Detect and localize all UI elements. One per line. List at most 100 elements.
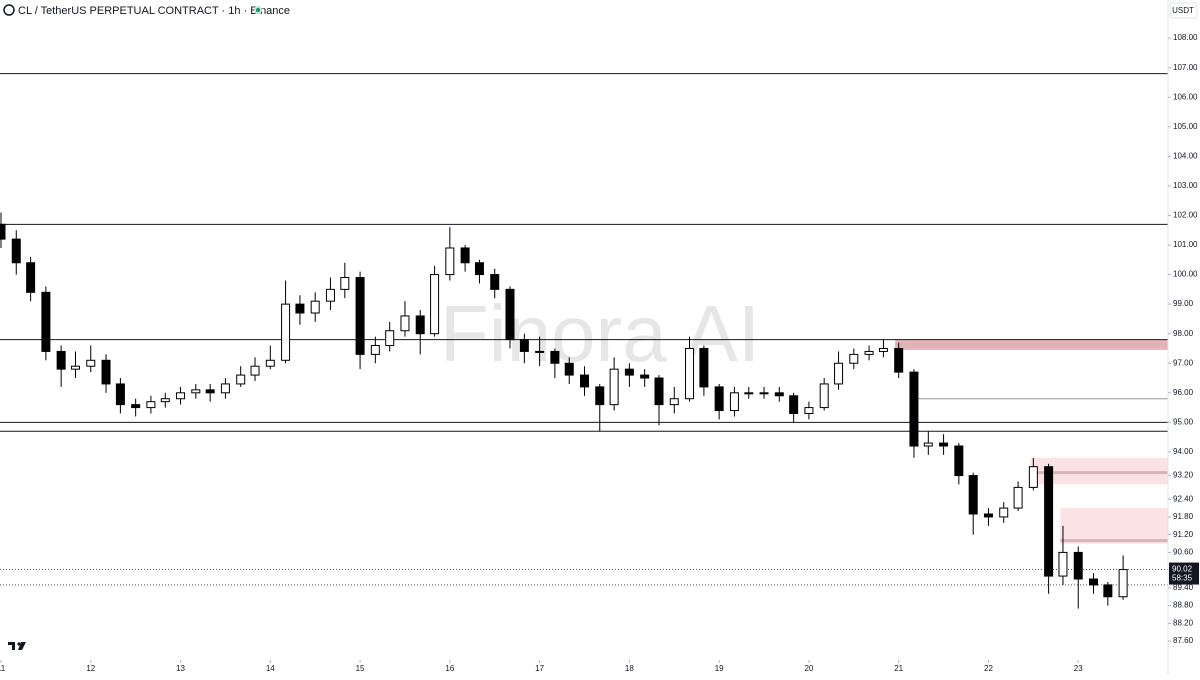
y-tick-label: 100.00 xyxy=(1173,270,1198,279)
supply-zone xyxy=(1060,508,1168,544)
candle-body xyxy=(954,445,964,477)
candle-body xyxy=(131,404,141,409)
candle-body xyxy=(923,442,933,447)
y-tick-label: 88.80 xyxy=(1173,601,1194,610)
currency-label[interactable]: USDT xyxy=(1172,6,1194,15)
candle-body xyxy=(744,392,754,395)
y-tick-label: 89.40 xyxy=(1173,583,1194,592)
y-tick-label: 104.00 xyxy=(1173,151,1198,160)
x-tick-label: 13 xyxy=(176,664,185,673)
tradingview-logo xyxy=(8,642,26,650)
candle-body xyxy=(474,262,484,276)
y-tick-label: 91.20 xyxy=(1173,530,1194,539)
candle-body xyxy=(550,350,560,364)
candle-body xyxy=(86,359,96,367)
x-tick-label: 23 xyxy=(1074,664,1083,673)
candle-body xyxy=(445,247,455,276)
candle-body xyxy=(0,223,6,240)
candle-body xyxy=(101,359,111,385)
candle-body xyxy=(281,303,291,361)
candle-body xyxy=(759,392,769,395)
y-tick-label: 97.00 xyxy=(1173,358,1194,367)
candle-body xyxy=(519,339,529,352)
chart-header-title: CL / TetherUS PERPETUAL CONTRACT · 1h · … xyxy=(18,5,290,17)
candle-body xyxy=(1028,466,1038,488)
y-tick-label: 98.00 xyxy=(1173,329,1194,338)
candle-body xyxy=(26,262,36,293)
y-tick-label: 95.00 xyxy=(1173,417,1194,426)
logo-part xyxy=(17,642,21,646)
currency-box[interactable] xyxy=(1169,2,1198,19)
y-tick-label: 103.00 xyxy=(1173,181,1198,190)
candle-body xyxy=(939,442,949,447)
candle-body xyxy=(236,374,246,385)
logo-part xyxy=(12,642,15,650)
candle-body xyxy=(789,395,799,414)
status-dot xyxy=(256,8,260,12)
symbol-icon xyxy=(3,4,15,16)
logo-part xyxy=(8,642,15,645)
x-tick-label: 21 xyxy=(894,664,903,673)
last-price-box xyxy=(1169,562,1199,585)
x-tick-label: 18 xyxy=(625,664,634,673)
candle-body xyxy=(804,407,814,414)
y-tick-label: 91.80 xyxy=(1173,512,1194,521)
candle-body xyxy=(370,345,380,355)
candle-body xyxy=(999,507,1009,518)
candle-body xyxy=(654,377,664,406)
candle-body xyxy=(714,386,724,412)
y-tick-label: 94.00 xyxy=(1173,447,1194,456)
candle-body xyxy=(220,383,230,394)
x-tick-label: 20 xyxy=(804,664,813,673)
candle-body xyxy=(564,362,574,376)
y-tick-label: 102.00 xyxy=(1173,211,1198,220)
x-tick-label: 19 xyxy=(715,664,724,673)
y-tick-label: 93.20 xyxy=(1173,471,1194,480)
candle-body xyxy=(205,389,215,394)
candle-body xyxy=(56,350,66,370)
candle-body xyxy=(834,362,844,385)
candle-body xyxy=(415,315,425,335)
y-tick-label: 90.60 xyxy=(1173,548,1194,557)
candle-body xyxy=(176,392,186,400)
candle-body xyxy=(878,347,888,352)
candle-body xyxy=(595,386,605,406)
x-tick-label: 11 xyxy=(0,664,6,673)
candle-body xyxy=(400,315,410,332)
candle-body xyxy=(1103,584,1113,598)
plot-area xyxy=(0,73,1168,609)
last-price-label: 90.02 xyxy=(1172,565,1193,574)
y-tick-label: 108.00 xyxy=(1173,33,1198,42)
candle-body xyxy=(265,359,275,367)
candle-body xyxy=(340,277,350,290)
x-tick-label: 22 xyxy=(984,664,993,673)
candle-body xyxy=(849,353,859,364)
y-tick-label: 107.00 xyxy=(1173,63,1198,72)
y-tick-label: 87.60 xyxy=(1173,636,1194,645)
candle-body xyxy=(699,347,709,388)
x-tick-label: 12 xyxy=(86,664,95,673)
candle-body xyxy=(535,350,545,353)
candle-body xyxy=(250,365,260,376)
candle-body xyxy=(1118,569,1128,598)
candle-body xyxy=(325,288,335,302)
candle-body xyxy=(864,350,874,355)
candle-body xyxy=(146,401,156,409)
candle-body xyxy=(1073,551,1083,580)
candle-body xyxy=(355,277,365,355)
watermark: Finora AI xyxy=(440,289,760,378)
candle-body xyxy=(430,274,440,335)
candle-body xyxy=(909,371,919,447)
candle-body xyxy=(160,398,170,403)
x-tick-label: 17 xyxy=(535,664,544,673)
candle-body xyxy=(41,291,51,352)
candle-body xyxy=(669,398,679,406)
candle-body xyxy=(505,288,515,341)
y-tick-label: 96.00 xyxy=(1173,388,1194,397)
candle-body xyxy=(685,347,695,400)
candle-body xyxy=(624,368,634,376)
candle-body xyxy=(609,368,619,406)
y-tick-label: 99.00 xyxy=(1173,299,1194,308)
